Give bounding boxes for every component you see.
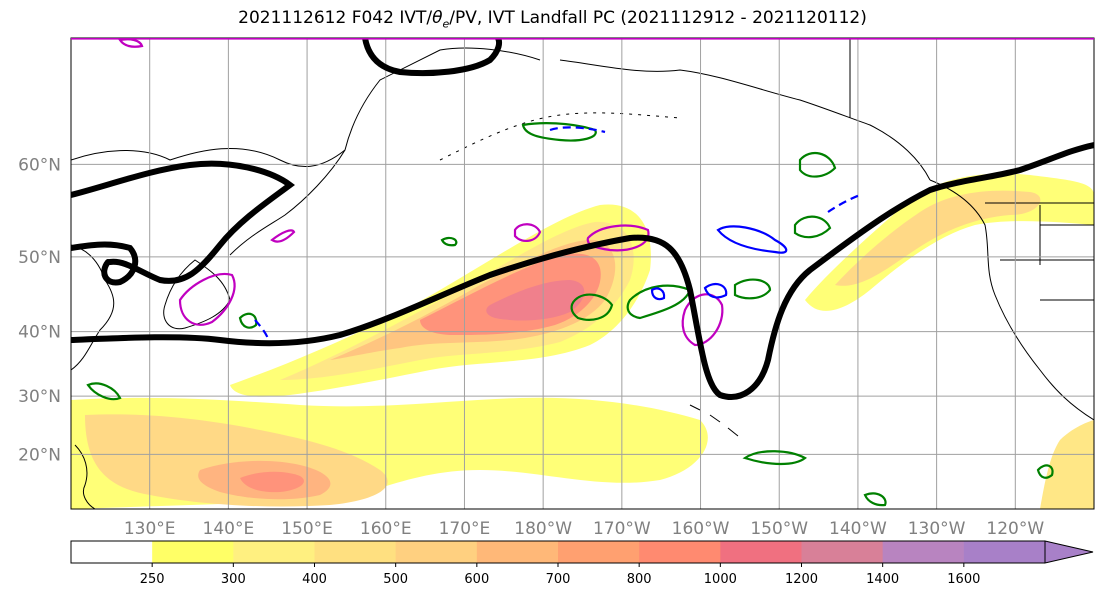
colorbar-label-2: 400 (302, 572, 327, 587)
colorbar-segment-3 (314, 541, 397, 563)
green-contour-3 (626, 284, 692, 320)
colorbar-label-9: 1400 (866, 572, 899, 587)
coast-hawaii (689, 404, 739, 437)
lat-label-1: 50°N (18, 248, 61, 268)
colorbar-label-0: 250 (140, 572, 165, 587)
green-contour-12 (440, 236, 458, 247)
green-contour-9 (86, 382, 122, 401)
lon-label-3: 160°E (360, 519, 412, 539)
coast-philippines (74, 444, 96, 509)
title-prefix: 2021112612 F042 IVT/ (238, 8, 433, 28)
coast-korea-china (71, 244, 115, 371)
green-contour-2 (570, 293, 614, 321)
pv-contour-north (362, 38, 502, 77)
blue-contour-2 (549, 126, 606, 134)
pv-contours (71, 38, 1094, 400)
lat-label-3: 30°N (18, 387, 61, 407)
colorbar: 250 300 400 500 600 700 800 1000 1200 1400 1600 (70, 540, 1094, 587)
colorbar-segment-5 (476, 541, 559, 563)
theta-e-contours (86, 122, 1054, 507)
pv-contour-main (71, 142, 1094, 400)
longitude-labels: 130°E 140°E 150°E 160°E 170°E 180°W 170°W 160°W… (124, 519, 1045, 539)
magenta-contour-6 (270, 229, 296, 243)
border-us-states (1000, 205, 1094, 301)
coast-kamchatka (229, 149, 346, 256)
title-suffix: /PV, IVT Landfall PC (2021112912 - 20211… (449, 8, 867, 28)
blue-contours (254, 126, 861, 346)
pv-contour-west (71, 241, 139, 286)
pv-contour-nw (71, 160, 296, 284)
colorbar-label-5: 700 (546, 572, 571, 587)
blue-contour-5 (650, 287, 666, 301)
green-contour-4 (733, 278, 772, 300)
lon-label-5: 180°W (514, 519, 572, 539)
lon-label-7: 160°W (672, 519, 730, 539)
title-theta: θ (432, 8, 443, 28)
colorbar-extend-arrow (1044, 540, 1094, 564)
colorbar-label-3: 500 (383, 572, 408, 587)
pc-contours (118, 38, 724, 347)
lat-label-4: 20°N (18, 445, 61, 465)
blue-contour-3 (827, 193, 861, 213)
magenta-contour-3 (513, 223, 542, 242)
green-contour-7 (742, 450, 807, 466)
ivt-shading (71, 173, 1094, 509)
lon-label-8: 150°W (750, 519, 808, 539)
blue-contour-1 (716, 225, 788, 254)
lon-label-2: 150°E (281, 519, 333, 539)
colorbar-segment-9 (801, 541, 884, 563)
green-contour-6 (798, 151, 837, 178)
ivt-region-se-corner (1040, 420, 1094, 509)
colorbar-label-1: 300 (221, 572, 246, 587)
green-contour-1 (521, 122, 597, 142)
magenta-contour-1 (178, 272, 236, 326)
coast-japan (163, 259, 231, 330)
coast-na-west (929, 179, 1094, 421)
colorbar-segment-8 (720, 541, 802, 563)
green-contour-10 (1036, 464, 1054, 479)
colorbar-segment-6 (558, 541, 640, 563)
ivt-region-ar-1000 (486, 280, 585, 321)
lon-label-0: 130°E (124, 519, 176, 539)
green-contour-8 (238, 312, 258, 329)
colorbar-segment-7 (639, 541, 721, 563)
map-panel (70, 37, 1095, 510)
colorbar-label-6: 800 (627, 572, 652, 587)
colorbar-segment-2 (233, 541, 315, 563)
map-top-edge (71, 38, 1094, 40)
lon-label-6: 170°W (593, 519, 651, 539)
map-title: 2021112612 F042 IVT/θe/PV, IVT Landfall … (0, 8, 1105, 30)
lon-label-9: 140°W (829, 519, 887, 539)
ivt-region-ne-ar-300 (835, 190, 1041, 286)
coastlines (71, 38, 1094, 509)
colorbar-label-4: 600 (464, 572, 489, 587)
colorbar-segment-10 (882, 541, 965, 563)
lon-label-10: 130°W (908, 519, 966, 539)
latitude-labels: 60°N 50°N 40°N 30°N 20°N (18, 155, 61, 465)
colorbar-segment-0 (71, 541, 153, 563)
blue-contour-6 (703, 282, 728, 299)
lon-label-1: 140°E (203, 519, 255, 539)
magenta-contour-4 (681, 293, 724, 347)
lon-label-4: 170°E (439, 519, 491, 539)
colorbar-label-10: 1600 (947, 572, 980, 587)
lon-label-11: 120°W (986, 519, 1044, 539)
colorbar-segment-4 (395, 541, 478, 563)
coast-alaska (559, 59, 931, 181)
lat-label-0: 60°N (18, 155, 61, 175)
lat-label-2: 40°N (18, 323, 61, 343)
green-contour-5 (793, 215, 832, 239)
green-contour-11 (863, 492, 887, 507)
title-theta-sub: e (442, 17, 450, 31)
colorbar-label-7: 1000 (704, 572, 737, 587)
colorbar-label-8: 1200 (785, 572, 818, 587)
colorbar-segment-11 (963, 541, 1046, 563)
ivt-region-south-800 (240, 471, 304, 493)
colorbar-segment-1 (152, 541, 234, 563)
coast-aleutians (439, 112, 681, 161)
